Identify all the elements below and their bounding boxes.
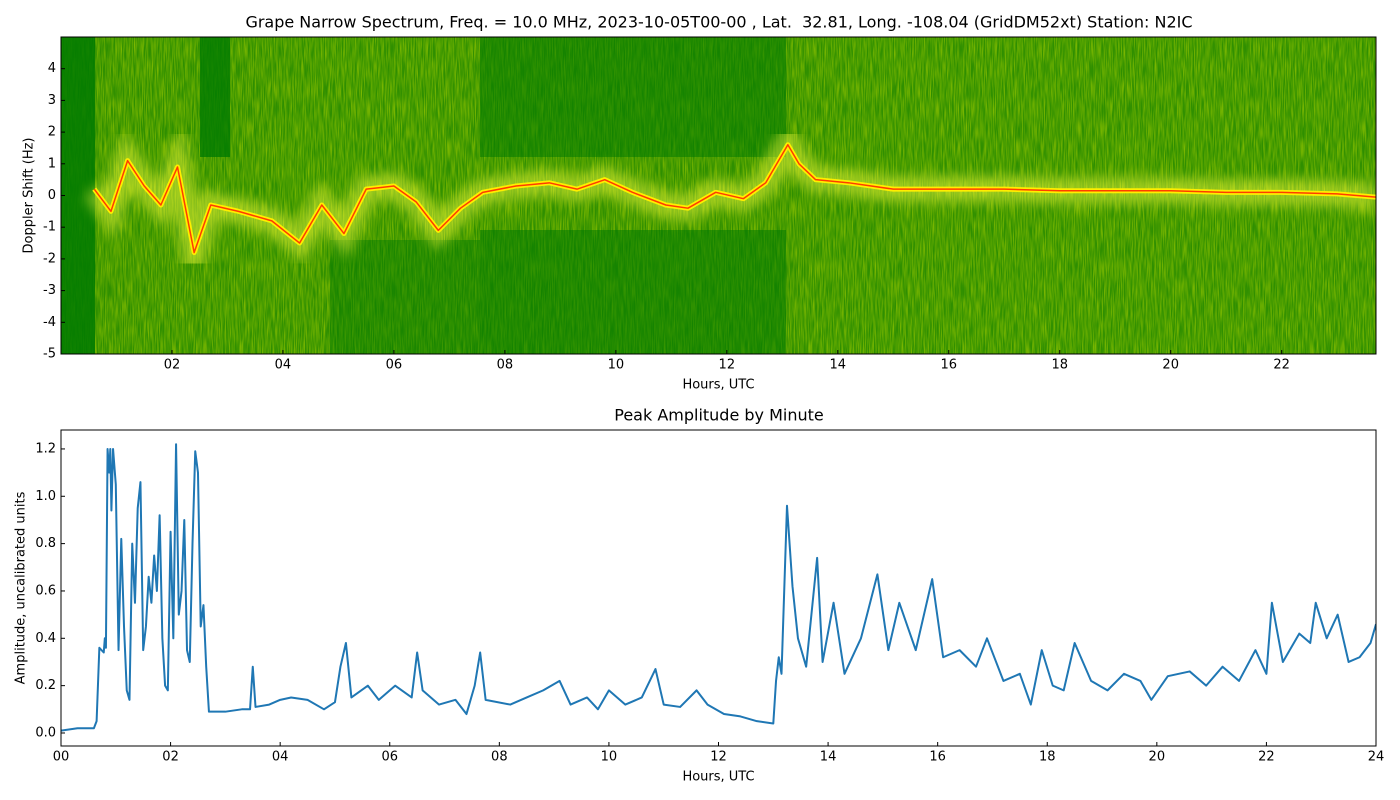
x-tick-label: 16 [940,358,957,373]
y-axis-label: Doppler Shift (Hz) [22,138,37,254]
x-tick-label: 14 [820,750,837,765]
x-tick-label: 20 [1162,358,1179,373]
y-tick-label: 1.2 [35,441,56,456]
y-tick-label: 0.8 [35,536,56,551]
y-axis-label: Amplitude, uncalibrated units [14,491,29,684]
x-tick-label: 22 [1273,358,1290,373]
x-tick-label: 14 [830,358,847,373]
x-tick-label: 06 [386,358,403,373]
chart-title: Grape Narrow Spectrum, Freq. = 10.0 MHz,… [245,13,1192,32]
x-tick-label: 16 [929,750,946,765]
x-tick-label: 18 [1039,750,1056,765]
x-tick-label: 10 [601,750,618,765]
amplitude-line [61,443,1376,732]
x-tick-label: 00 [53,750,70,765]
dark-band [200,37,230,157]
dark-band [330,240,480,354]
plot-frame [60,429,1377,747]
x-tick-label: 12 [719,358,736,373]
y-tick-label: -4 [43,315,56,330]
chart-title: Peak Amplitude by Minute [614,406,824,425]
y-tick-label: 2 [48,125,56,140]
y-tick-label: 4 [48,61,56,76]
x-tick-label: 22 [1258,750,1275,765]
x-tick-label: 18 [1051,358,1068,373]
x-tick-label: 08 [497,358,514,373]
y-tick-label: 0.2 [35,678,56,693]
plot-area [83,118,1376,303]
plot-frame [60,36,1377,355]
y-tick-label: 1 [48,156,56,171]
dark-band [480,230,786,354]
dark-band [480,37,786,157]
y-tick-label: 0.6 [35,583,56,598]
x-tick-label: 10 [608,358,625,373]
x-tick-label: 04 [275,358,292,373]
y-tick-label: 0.0 [35,725,56,740]
y-tick-label: 0 [48,188,56,203]
y-tick-label: -5 [43,347,56,362]
y-tick-label: 0.4 [35,631,56,646]
x-tick-label: 04 [272,750,289,765]
x-tick-label: 06 [381,750,398,765]
x-tick-label: 20 [1149,750,1166,765]
x-tick-label: 02 [164,358,181,373]
y-tick-label: -1 [43,220,56,235]
plot-area [61,443,1376,732]
y-tick-label: -3 [43,283,56,298]
y-tick-label: 1.0 [35,489,56,504]
x-tick-label: 02 [162,750,179,765]
doppler-trace [93,144,1376,254]
x-axis-label: Hours, UTC [682,378,754,393]
y-tick-label: 3 [48,93,56,108]
x-axis-label: Hours, UTC [682,770,754,785]
x-tick-label: 12 [710,750,727,765]
x-tick-label: 08 [491,750,508,765]
y-tick-label: -2 [43,251,56,266]
x-tick-label: 24 [1368,750,1385,765]
